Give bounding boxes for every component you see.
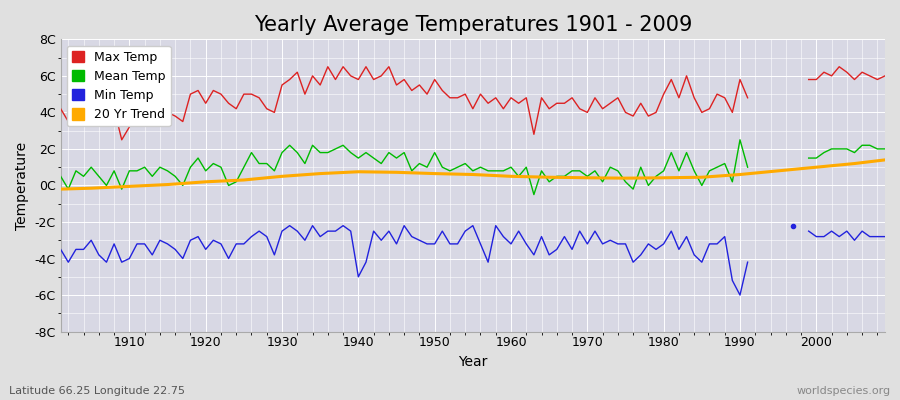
Text: worldspecies.org: worldspecies.org [796,386,891,396]
Legend: Max Temp, Mean Temp, Min Temp, 20 Yr Trend: Max Temp, Mean Temp, Min Temp, 20 Yr Tre… [67,46,171,126]
X-axis label: Year: Year [458,355,488,369]
Y-axis label: Temperature: Temperature [15,141,29,230]
Text: Latitude 66.25 Longitude 22.75: Latitude 66.25 Longitude 22.75 [9,386,185,396]
Title: Yearly Average Temperatures 1901 - 2009: Yearly Average Temperatures 1901 - 2009 [254,15,692,35]
